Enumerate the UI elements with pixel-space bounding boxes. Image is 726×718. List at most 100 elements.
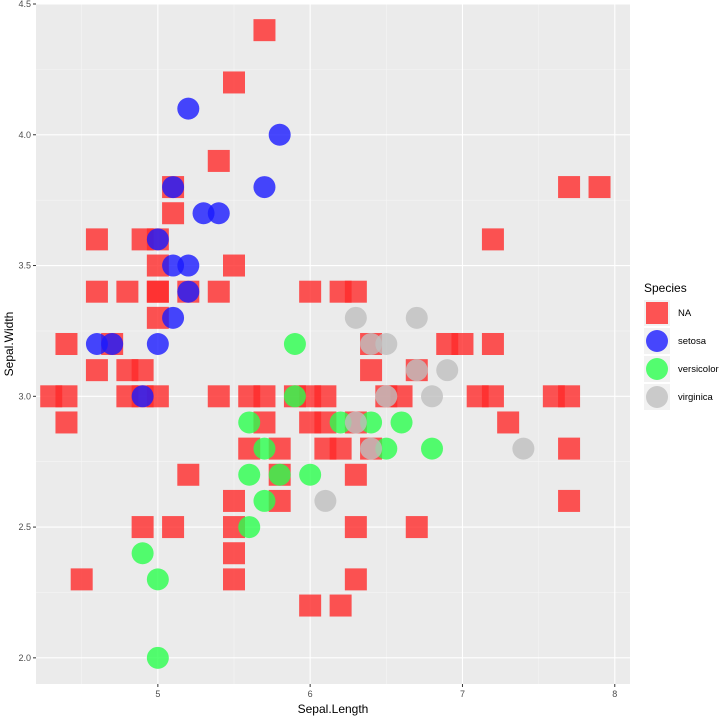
y-axis-ticks: 2.0 2.5 3.0 3.5 4.0 4.5 <box>18 0 36 663</box>
point-virginica <box>360 333 383 355</box>
point-NA <box>40 385 63 408</box>
point-NA <box>177 463 200 486</box>
point-NA <box>146 385 169 408</box>
y-tick-label: 2.5 <box>18 522 31 532</box>
point-versicolor <box>283 333 306 355</box>
point-NA <box>314 411 337 434</box>
point-setosa <box>162 254 185 277</box>
point-NA <box>481 333 504 355</box>
point-versicolor <box>146 646 169 669</box>
point-versicolor <box>131 542 154 565</box>
point-versicolor <box>238 516 261 539</box>
point-NA <box>146 254 169 277</box>
point-NA <box>131 359 154 382</box>
y-tick-label: 4.0 <box>18 130 31 140</box>
point-versicolor <box>375 437 398 460</box>
legend-label: NA <box>678 308 692 319</box>
legend-label: versicolor <box>678 364 719 375</box>
x-axis-title: Sepal.Length <box>298 702 369 716</box>
point-NA <box>253 385 276 408</box>
x-axis-ticks: 5 6 7 8 <box>155 684 617 699</box>
point-NA <box>481 228 504 251</box>
point-NA <box>131 516 154 539</box>
x-tick-label: 8 <box>612 689 617 699</box>
point-NA <box>344 516 367 539</box>
point-NA <box>85 359 108 382</box>
point-setosa <box>162 306 185 329</box>
point-versicolor <box>283 385 306 408</box>
point-NA <box>223 254 245 277</box>
point-NA <box>405 516 428 539</box>
point-NA <box>497 411 520 434</box>
point-virginica <box>512 437 535 460</box>
point-NA <box>299 280 322 303</box>
point-NA <box>451 333 474 355</box>
point-virginica <box>405 306 428 329</box>
point-virginica <box>360 437 383 460</box>
point-NA <box>329 437 352 460</box>
legend-key-setosa <box>646 330 668 352</box>
point-versicolor <box>268 463 291 486</box>
point-versicolor <box>329 411 352 434</box>
point-NA <box>223 542 245 565</box>
point-virginica <box>436 359 459 382</box>
point-NA <box>558 489 581 512</box>
point-NA <box>558 385 581 408</box>
point-virginica <box>314 489 337 512</box>
point-NA <box>223 71 245 94</box>
point-NA <box>162 516 185 539</box>
point-virginica <box>421 385 443 408</box>
point-NA <box>360 359 383 382</box>
point-setosa <box>207 202 230 225</box>
point-versicolor <box>238 463 261 486</box>
point-NA <box>55 333 78 355</box>
point-setosa <box>177 254 200 277</box>
point-NA <box>314 385 337 408</box>
legend-key-NA <box>646 302 668 324</box>
point-NA <box>207 385 230 408</box>
point-NA <box>116 280 139 303</box>
point-NA <box>55 411 78 434</box>
point-NA <box>223 568 245 591</box>
point-NA <box>268 489 291 512</box>
y-axis-title: Sepal.Width <box>2 312 16 377</box>
point-NA <box>390 385 413 408</box>
point-NA <box>344 280 367 303</box>
y-tick-label: 4.5 <box>18 0 31 9</box>
point-NA <box>344 568 367 591</box>
point-setosa <box>268 123 291 146</box>
legend-title: Species <box>644 281 687 295</box>
point-setosa <box>131 385 154 408</box>
point-virginica <box>375 333 398 355</box>
point-versicolor <box>238 411 261 434</box>
legend-label: virginica <box>678 392 714 403</box>
legend: Species NA setosa versicolor virginica <box>644 281 719 410</box>
point-NA <box>268 437 291 460</box>
point-virginica <box>344 306 367 329</box>
point-setosa <box>146 333 169 355</box>
point-virginica <box>344 411 367 434</box>
point-versicolor <box>299 463 322 486</box>
point-versicolor <box>390 411 413 434</box>
point-NA <box>207 149 230 172</box>
point-NA <box>253 19 276 42</box>
point-versicolor <box>253 437 276 460</box>
point-setosa <box>146 228 169 251</box>
point-NA <box>207 280 230 303</box>
x-tick-label: 7 <box>460 689 465 699</box>
point-versicolor <box>146 568 169 591</box>
legend-key-versicolor <box>646 358 668 380</box>
point-setosa <box>192 202 215 225</box>
point-versicolor <box>360 411 383 434</box>
data-points <box>40 19 611 669</box>
point-setosa <box>177 97 200 120</box>
point-NA <box>146 306 169 329</box>
point-NA <box>299 594 322 617</box>
point-NA <box>131 228 154 251</box>
point-setosa <box>101 333 124 355</box>
point-NA <box>588 176 611 199</box>
point-NA <box>238 437 261 460</box>
point-setosa <box>177 280 200 303</box>
point-versicolor <box>253 489 276 512</box>
